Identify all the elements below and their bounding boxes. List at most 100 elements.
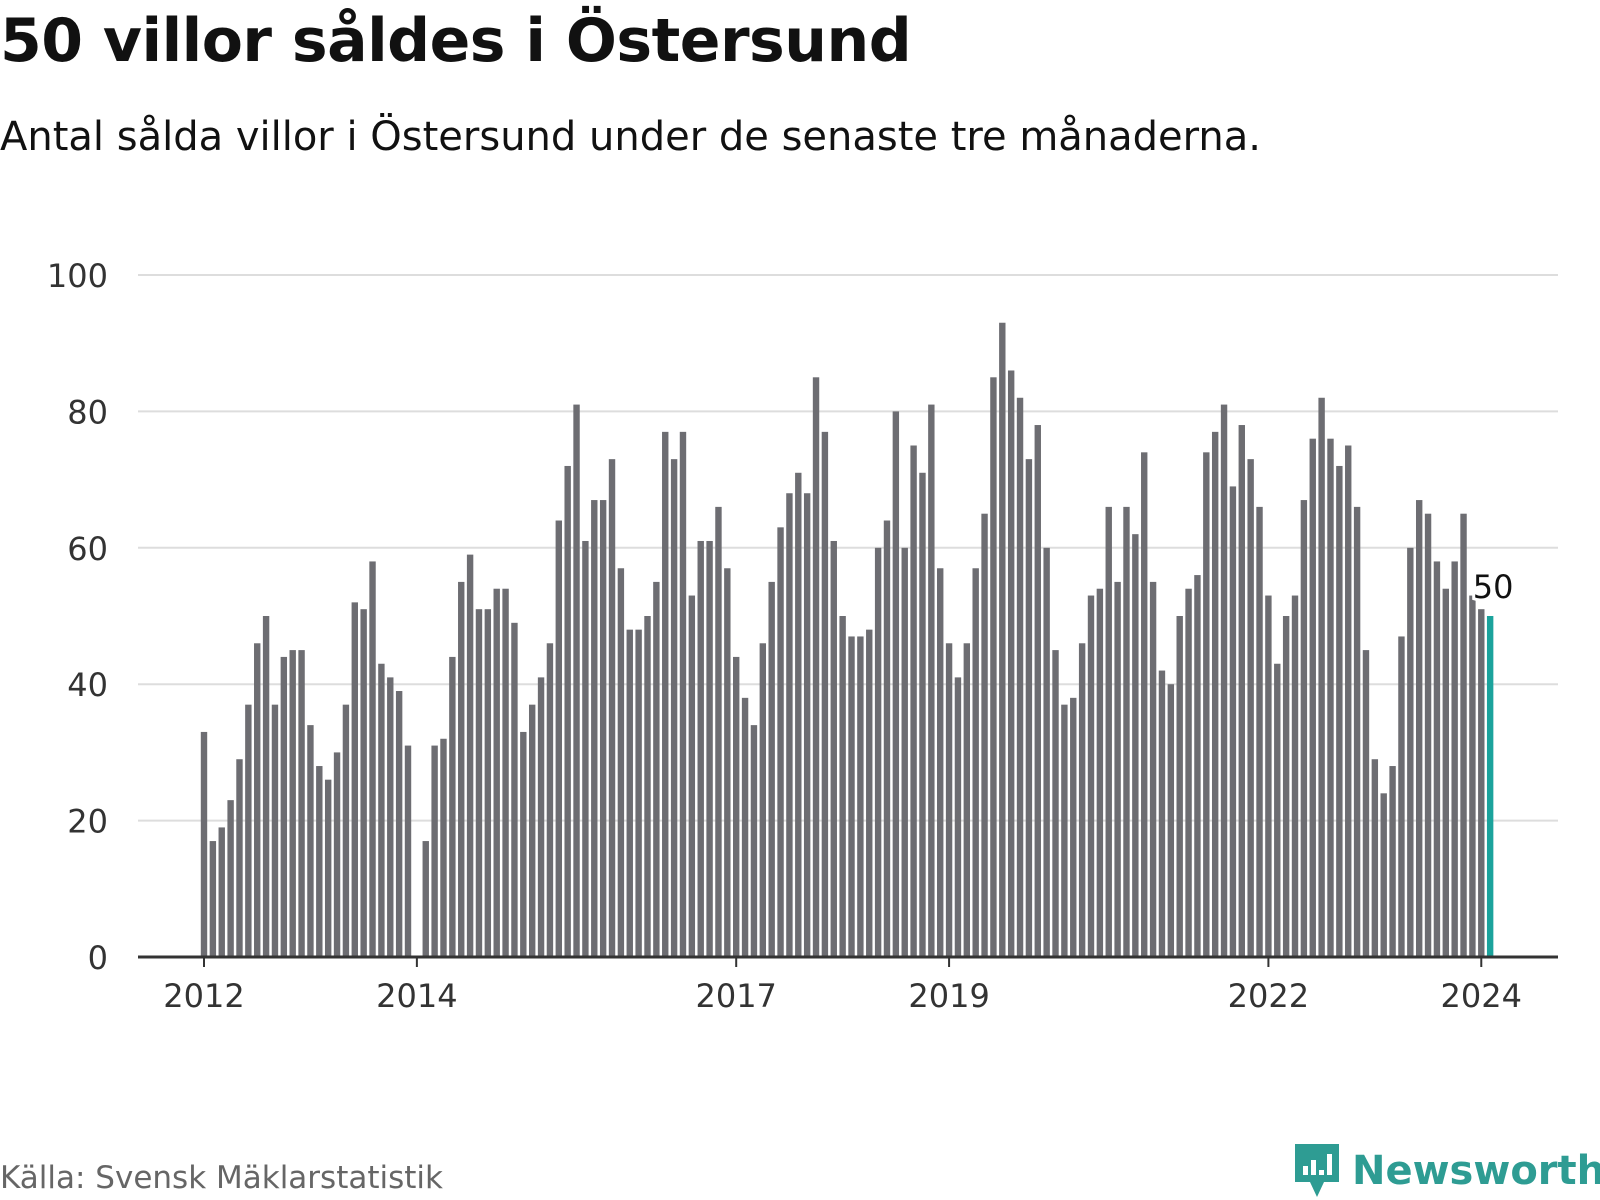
data-label: 50 — [1473, 568, 1514, 606]
bar — [449, 656, 456, 957]
bar — [1025, 459, 1033, 957]
bar — [1398, 636, 1405, 957]
bar — [803, 493, 811, 957]
brand-logo: Newsworthy — [1292, 1142, 1600, 1200]
bar — [573, 404, 580, 958]
bar-chart: 0 20 40 60 80 100 2012 2014 2017 2019 2022 2024 50 — [47, 257, 1558, 1015]
bar — [511, 622, 518, 957]
bar — [990, 377, 997, 957]
bar — [857, 636, 864, 957]
bar — [1247, 459, 1254, 957]
bar — [1078, 643, 1086, 957]
bar — [653, 581, 660, 957]
bar — [1203, 452, 1210, 957]
bar — [1123, 506, 1130, 957]
bar — [608, 459, 616, 957]
bar — [1132, 534, 1139, 957]
chart-subtitle: Antal sålda villor i Östersund under de … — [0, 114, 1261, 160]
bar — [1061, 704, 1068, 957]
bar — [422, 841, 429, 957]
bar — [200, 731, 208, 957]
bar — [582, 540, 589, 957]
bar — [759, 643, 767, 957]
bar — [688, 595, 696, 957]
bar — [378, 663, 385, 957]
bar — [795, 472, 802, 957]
bar — [635, 629, 642, 957]
bar — [1318, 397, 1325, 957]
bar — [1309, 438, 1316, 957]
bar — [236, 759, 243, 957]
bar — [209, 841, 217, 957]
bar — [254, 643, 261, 957]
bar — [1114, 581, 1121, 957]
y-tick-label: 100 — [47, 257, 108, 295]
bar — [1433, 561, 1441, 957]
bar — [1442, 588, 1449, 957]
bar — [1460, 513, 1467, 957]
bar — [1469, 595, 1476, 957]
bar — [1105, 506, 1112, 957]
y-tick-label: 0 — [88, 939, 108, 977]
bar — [697, 540, 704, 957]
bar — [963, 643, 971, 957]
y-tick-label: 60 — [67, 530, 108, 568]
bar — [484, 609, 492, 957]
bar — [360, 609, 367, 957]
highlight-bar — [1486, 616, 1494, 957]
bar — [901, 547, 908, 957]
bar — [1158, 670, 1166, 957]
bar — [928, 404, 935, 958]
bar — [520, 731, 527, 957]
bar — [1256, 506, 1263, 957]
bar — [1043, 547, 1050, 957]
bar — [1424, 513, 1432, 957]
x-tick-label: 2012 — [163, 977, 244, 1015]
bar — [706, 540, 713, 957]
bar — [866, 629, 873, 957]
bar — [919, 472, 926, 957]
bar — [404, 745, 412, 957]
bar — [1229, 486, 1237, 957]
bar — [298, 650, 305, 957]
bar — [1016, 397, 1024, 957]
bar — [679, 431, 687, 957]
brand-name: Newsworthy — [1352, 1148, 1600, 1194]
bar — [848, 636, 855, 957]
bar — [670, 459, 678, 957]
chart-title: 50 villor såldes i Östersund — [0, 6, 912, 76]
bar — [1034, 425, 1041, 957]
bar — [324, 779, 332, 957]
bar — [741, 697, 749, 957]
bar — [1176, 616, 1183, 957]
bar — [369, 561, 376, 957]
bar — [1141, 452, 1148, 957]
bar — [1238, 425, 1245, 957]
bar — [351, 602, 358, 957]
bar — [1282, 616, 1290, 957]
bar — [245, 704, 252, 957]
newsworthy-logo-icon — [1295, 1144, 1339, 1197]
bar — [644, 616, 651, 957]
bar — [1265, 595, 1272, 957]
bar — [1052, 650, 1059, 957]
bar — [945, 643, 953, 957]
bar — [1291, 595, 1299, 957]
bar — [555, 520, 562, 957]
bar — [892, 411, 900, 957]
bar — [1362, 650, 1370, 957]
bar — [626, 629, 633, 957]
bar — [431, 745, 438, 957]
bar — [1300, 500, 1308, 957]
bar — [1327, 438, 1334, 957]
bar — [1167, 684, 1175, 957]
source-note: Källa: Svensk Mäklarstatistik — [0, 1160, 443, 1196]
bar — [1220, 404, 1228, 958]
bar — [812, 377, 820, 957]
bar — [839, 616, 846, 957]
bar — [218, 827, 225, 957]
bar — [1451, 561, 1458, 957]
bar — [475, 609, 483, 957]
bar — [1371, 759, 1379, 957]
bar — [395, 691, 403, 957]
